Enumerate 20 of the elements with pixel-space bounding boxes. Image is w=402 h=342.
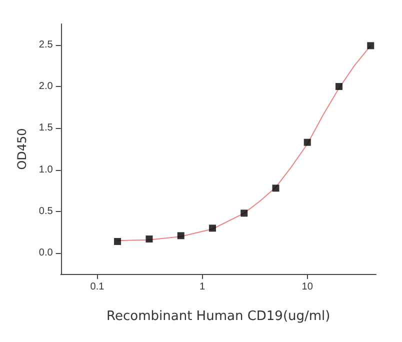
point: [146, 236, 153, 242]
point: [304, 138, 311, 146]
y-tick-label: 0.0: [38, 248, 54, 259]
point: [114, 238, 122, 245]
y-tick-label: 2.5: [38, 39, 54, 50]
point: [335, 83, 342, 90]
point: [177, 232, 184, 240]
x-tick-label: 0.1: [90, 282, 105, 292]
x-tick-label: 10: [302, 282, 314, 292]
y-tick-label: 1.5: [38, 122, 54, 134]
point: [240, 210, 248, 217]
y-tick-label: 1.0: [38, 164, 54, 176]
point: [208, 224, 216, 232]
y-tick-label: 2.0: [38, 81, 54, 92]
y-axis-title: OD450: [15, 128, 29, 170]
x-tick-label: 1: [200, 282, 206, 292]
x-axis-title: Recombinant Human CD19(ug/ml): [106, 309, 330, 324]
y-tick-label: 0.5: [38, 206, 54, 217]
point: [272, 184, 280, 192]
point: [367, 42, 374, 50]
